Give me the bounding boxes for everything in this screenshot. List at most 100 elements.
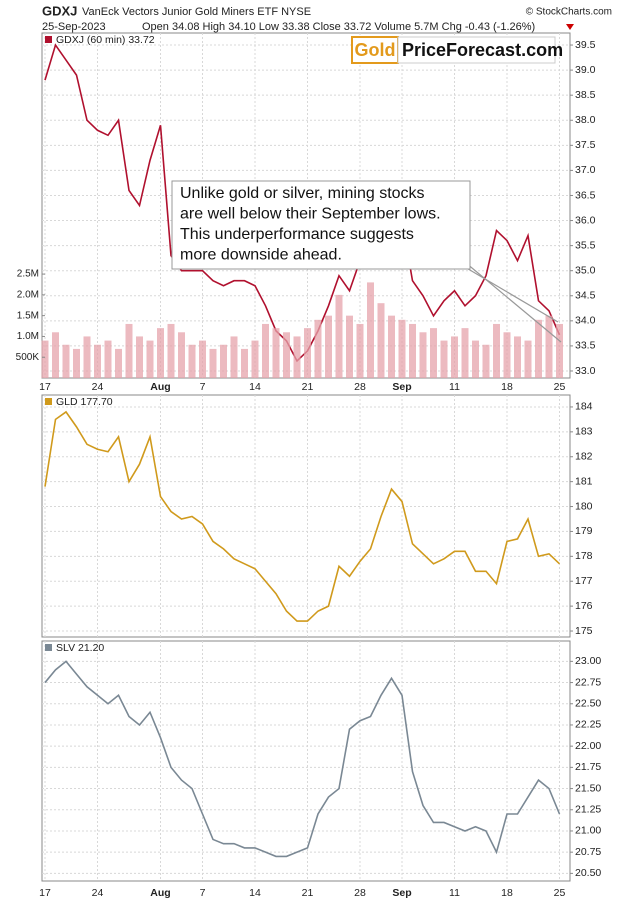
x-tick-label: 17 (39, 887, 51, 899)
volume-bar (251, 340, 259, 378)
price-line (44, 410, 561, 622)
y-tick-label: 175 (575, 625, 593, 637)
y-tick-label: 36.0 (575, 214, 596, 226)
x-tick-label: 14 (249, 887, 261, 899)
volume-bar (377, 303, 385, 378)
volume-bar (398, 319, 406, 378)
y-tick-label: 37.0 (575, 164, 596, 176)
annotation-box (171, 180, 471, 270)
volume-bar (178, 332, 185, 378)
volume-bar (262, 323, 269, 378)
x-tick-label: Sep (392, 887, 411, 899)
volume-bar (94, 344, 101, 378)
x-tick-label: 25 (554, 381, 566, 393)
y-tick-label: 179 (575, 525, 593, 537)
y-tick-label: 33.0 (575, 365, 596, 377)
logo-gold: Gold (355, 40, 396, 60)
x-tick-label: 17 (39, 381, 51, 393)
y-tick-label: 22.50 (575, 698, 601, 710)
x-tick-label: 18 (501, 381, 513, 393)
volume-bar (73, 348, 80, 378)
y-tick-label: 34.5 (575, 290, 596, 302)
y-tick-label: 21.50 (575, 782, 601, 794)
volume-bar (325, 315, 332, 378)
x-tick-label: 11 (449, 887, 460, 899)
volume-bar (283, 332, 290, 378)
volume-bar (514, 336, 521, 378)
volume-bar (556, 323, 563, 378)
y-tick-label: 181 (575, 475, 593, 487)
logo-site-box (397, 36, 556, 64)
x-tick-label: 18 (501, 887, 513, 899)
x-tick-label: 25 (554, 887, 566, 899)
volume-bar (293, 336, 301, 378)
date: 25-Sep-2023 (42, 21, 106, 33)
y-tick-label: 21.25 (575, 804, 601, 816)
volume-bar (535, 319, 542, 378)
volume-bar (335, 294, 343, 378)
volume-bar (41, 340, 49, 378)
security-name: VanEck Vectors Junior Gold Miners ETF NY… (82, 6, 311, 18)
volume-bar (461, 328, 469, 378)
logo: Gold PriceForecast.com (351, 36, 563, 64)
x-tick-label: Aug (150, 887, 170, 899)
y2-tick-label: 500K (16, 352, 40, 363)
price-line (44, 43, 561, 363)
volume-bar (472, 340, 479, 378)
volume-bar (503, 332, 511, 378)
y-tick-label: 38.5 (575, 89, 596, 101)
y2-tick-label: 2.5M (17, 269, 39, 280)
y-tick-label: 21.75 (575, 761, 601, 773)
legend-swatch (45, 36, 52, 43)
volume-bar (188, 344, 196, 378)
x-tick-label: 14 (249, 381, 261, 393)
y-tick-label: 22.25 (575, 719, 601, 731)
y-tick-label: 177 (575, 575, 593, 587)
symbol: GDXJ (42, 3, 77, 18)
x-tick-label: 24 (92, 887, 104, 899)
logo-box (351, 36, 399, 64)
annotation-text: Unlike gold or silver, mining stocks (180, 185, 425, 202)
volume-bar (83, 336, 91, 378)
volume-bar (272, 328, 280, 378)
y-tick-label: 37.5 (575, 139, 596, 151)
y2-tick-label: 2.0M (17, 290, 39, 301)
volume-bar (482, 344, 490, 378)
volume-bar (125, 323, 133, 378)
annotation-arrow (465, 262, 562, 343)
volume-bar (314, 319, 322, 378)
x-tick-label: Aug (150, 381, 170, 393)
plot-frame (41, 640, 571, 882)
y2-tick-label: 1.5M (17, 310, 39, 321)
y-tick-label: 20.50 (575, 867, 601, 879)
legend-swatch (45, 644, 52, 651)
x-tick-label: 7 (200, 887, 206, 899)
volume-bar (230, 336, 238, 378)
volume-bar (346, 315, 353, 378)
volume-bar (451, 336, 458, 378)
y-tick-label: 39.0 (575, 64, 596, 76)
price-line (44, 660, 561, 858)
volume-bar (440, 340, 448, 378)
x-tick-label: 24 (92, 381, 104, 393)
x-tick-label: 21 (302, 381, 314, 393)
y-tick-label: 178 (575, 550, 593, 562)
x-tick-label: 28 (354, 381, 366, 393)
legend-label: GDXJ (60 min) 33.72 (56, 34, 155, 46)
y-tick-label: 183 (575, 426, 593, 438)
volume-bar (220, 344, 227, 378)
down-arrow (566, 24, 574, 30)
y-tick-label: 23.00 (575, 655, 601, 667)
volume-bar (167, 323, 175, 378)
y-tick-label: 20.75 (575, 846, 601, 858)
legend-label: GLD 177.70 (56, 396, 113, 408)
y-tick-label: 21.00 (575, 825, 601, 837)
volume-bar (157, 328, 164, 378)
y-tick-label: 22.00 (575, 740, 601, 752)
volume-bar (430, 328, 437, 378)
y-tick-label: 38.0 (575, 114, 596, 126)
y-tick-label: 182 (575, 451, 593, 463)
x-tick-label: 28 (354, 887, 366, 899)
volume-bar (388, 315, 395, 378)
